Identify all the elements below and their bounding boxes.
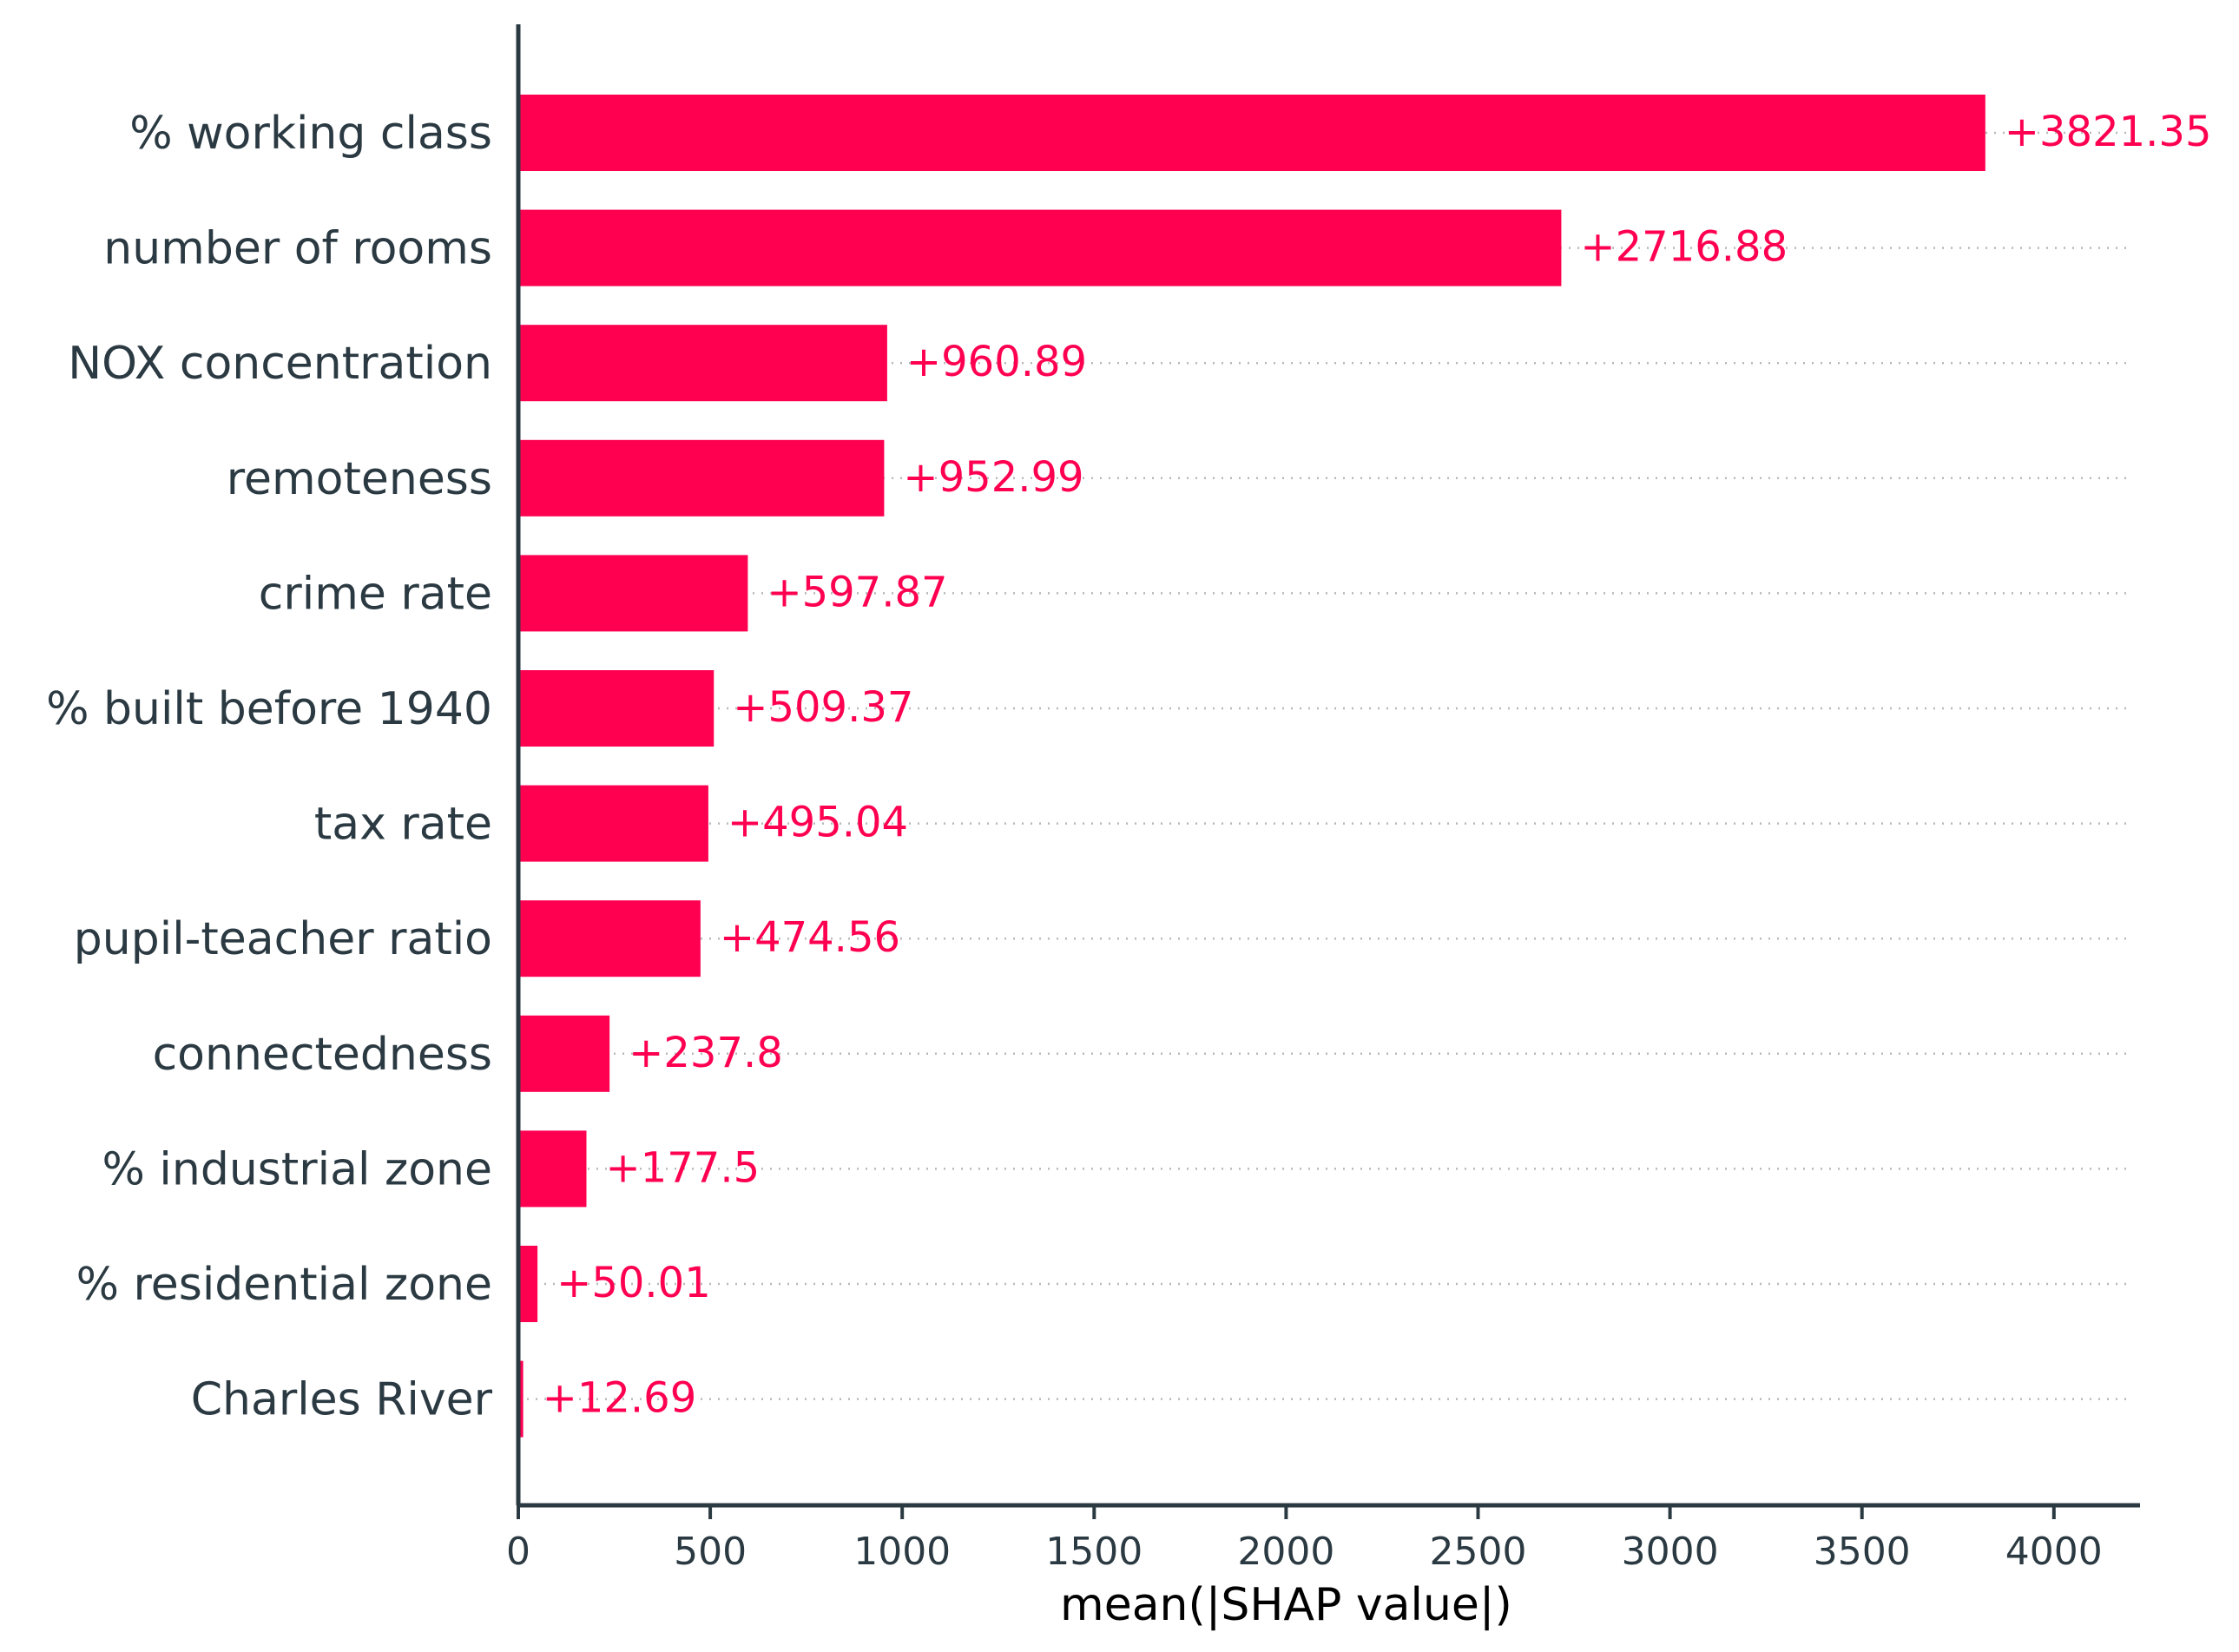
value-label: +597.87 [767, 568, 947, 616]
value-label: +952.99 [903, 453, 1083, 502]
bar [518, 95, 1985, 171]
category-label: % residential zone [76, 1259, 492, 1311]
bar [518, 670, 715, 747]
category-label: % industrial zone [102, 1143, 492, 1195]
bar [518, 1015, 610, 1092]
category-label: number of rooms [103, 223, 492, 275]
value-label: +509.37 [733, 683, 913, 732]
bar [518, 1246, 538, 1322]
value-label: +12.69 [543, 1374, 697, 1423]
tick-label: 2500 [1430, 1530, 1527, 1574]
value-label: +3821.35 [2005, 108, 2212, 156]
x-axis-title: mean(|SHAP value|) [1060, 1579, 1512, 1631]
bar [518, 209, 1562, 286]
tick-label: 2000 [1237, 1530, 1334, 1574]
value-label: +2716.88 [1580, 223, 1788, 272]
bar [518, 785, 708, 862]
category-label: crime rate [259, 568, 492, 620]
category-label: Charles River [191, 1374, 493, 1426]
tick-label: 3500 [1814, 1530, 1911, 1574]
category-label: pupil-teacher ratio [74, 913, 492, 965]
value-label: +50.01 [556, 1259, 711, 1307]
value-label: +177.5 [605, 1143, 760, 1192]
tick-label: 0 [506, 1530, 530, 1574]
category-label: remoteness [227, 453, 492, 505]
value-labels-group: +3821.35 +2716.88 +960.89 +952.99 +597.87 +50… [543, 108, 2212, 1423]
tick-label: 500 [674, 1530, 747, 1574]
tick-label: 1000 [853, 1530, 951, 1574]
value-label: +237.8 [629, 1029, 783, 1077]
category-label: tax rate [314, 799, 492, 851]
category-label: % working class [129, 108, 492, 160]
bar [518, 555, 748, 632]
value-label: +474.56 [720, 913, 900, 962]
category-label: connectedness [153, 1029, 492, 1081]
value-label: +960.89 [906, 338, 1087, 386]
bar [518, 1360, 524, 1438]
bar [518, 900, 701, 977]
bar [518, 1130, 587, 1208]
bar [518, 439, 885, 517]
guide-lines [518, 131, 2131, 1400]
bars-group [518, 95, 1985, 1438]
x-axis-ticks: 0 500 1000 1500 2000 2500 3000 3500 4000 [506, 1505, 2103, 1574]
category-label: % built before 1940 [46, 683, 492, 735]
value-label: +495.04 [728, 799, 908, 847]
tick-label: 1500 [1045, 1530, 1143, 1574]
bar [518, 325, 887, 402]
category-label: NOX concentration [68, 338, 492, 390]
tick-label: 4000 [2005, 1530, 2103, 1574]
tick-label: 3000 [1622, 1530, 1719, 1574]
category-labels-group: % working class number of rooms NOX concen… [46, 108, 493, 1426]
